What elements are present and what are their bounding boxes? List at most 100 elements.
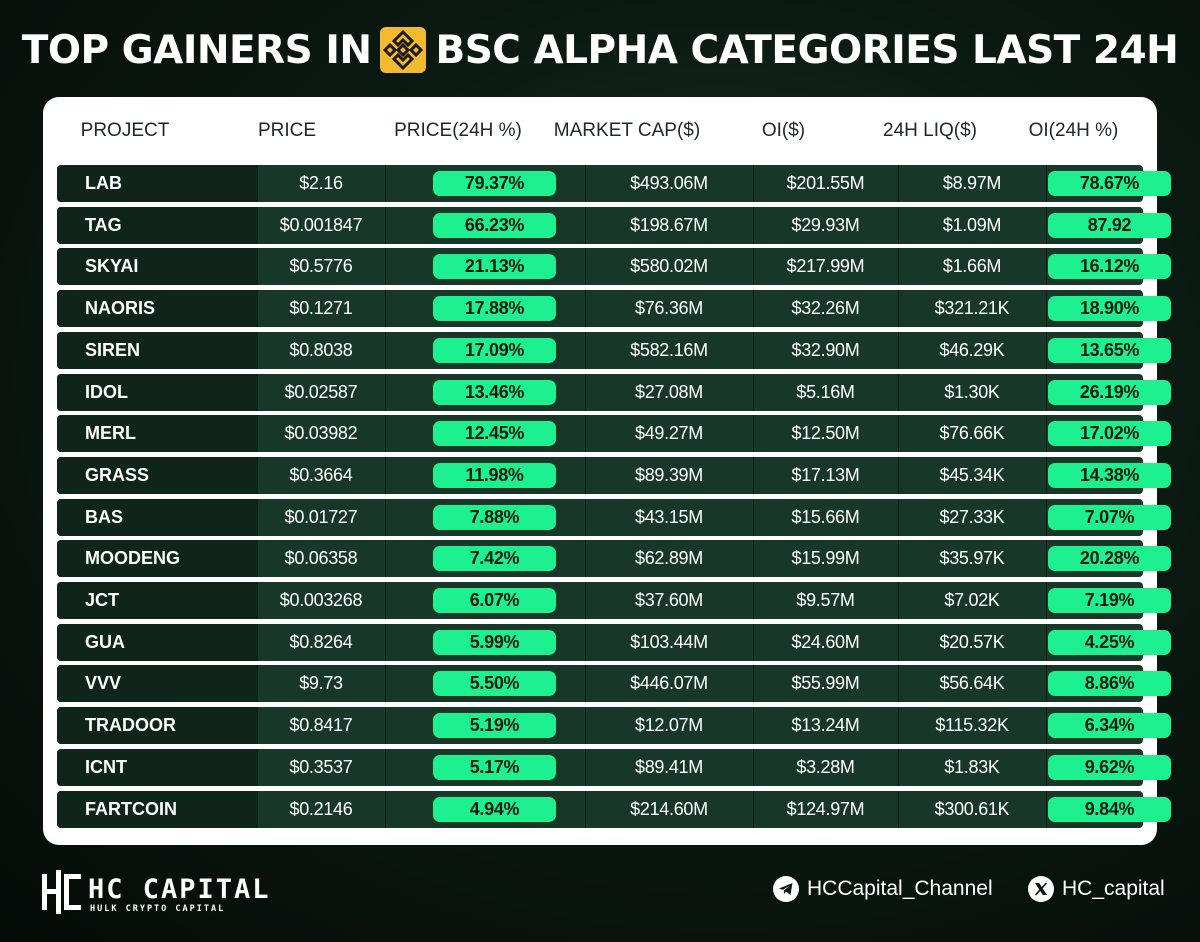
price-cell: $0.03982 <box>284 423 358 444</box>
oi-change-badge: 6.34% <box>1048 713 1171 739</box>
oi-change-badge: 14.38% <box>1048 462 1171 488</box>
price-cell: $0.8038 <box>289 339 353 360</box>
price-cell: $0.003268 <box>279 590 363 610</box>
column-divider <box>257 331 258 369</box>
column-divider <box>385 290 386 328</box>
oi-cell: $55.99M <box>791 673 860 694</box>
oi-change-badge: 18.90% <box>1048 296 1171 322</box>
column-divider <box>257 456 258 494</box>
column-divider <box>1046 206 1047 244</box>
price-change-badge: 6.07% <box>433 588 556 613</box>
price-cell: $0.001847 <box>279 214 363 235</box>
liq-cell: $1.66M <box>942 256 1002 277</box>
hc-capital-logo: HC CAPITAL HULK CRYPTO CAPITAL <box>42 870 269 918</box>
liq-cell: $45.34K <box>939 464 1005 485</box>
oi-cell: $29.93M <box>791 214 860 235</box>
column-divider <box>753 707 754 745</box>
page-title: TOP GAINERS IN BSC ALPHA CATEGORIES LAST… <box>0 22 1200 78</box>
column-divider <box>585 415 586 453</box>
column-divider <box>585 748 586 786</box>
table-row: JCT $0.003268 6.07% $37.60M $9.57M $7.02K 7.19… <box>57 582 1171 619</box>
table-row: ICNT $0.3537 5.17% $89.41M $3.28M $1.83K 9.62% <box>57 748 1171 786</box>
price-change-badge: 5.17% <box>433 754 556 780</box>
project-cell: VVV <box>57 665 257 703</box>
oi-cell: $15.99M <box>791 548 860 569</box>
header-oi: OI($) <box>761 120 806 141</box>
column-divider <box>898 582 899 619</box>
market-cap-cell: $103.44M <box>630 631 708 652</box>
table-row: TRADOOR $0.8417 5.19% $12.07M $13.24M $115.32… <box>57 707 1171 745</box>
column-divider <box>1046 582 1047 619</box>
project-cell: TRADOOR <box>57 707 257 745</box>
market-cap-cell: $27.08M <box>635 381 703 402</box>
price-change-badge: 12.45% <box>433 421 556 447</box>
market-cap-cell: $214.60M <box>630 798 708 819</box>
column-divider <box>257 665 258 703</box>
price-change-badge: 13.46% <box>433 379 556 405</box>
market-cap-cell: $89.39M <box>635 464 703 485</box>
column-divider <box>585 248 586 286</box>
column-divider <box>257 415 258 453</box>
oi-change-badge: 78.67% <box>1048 171 1171 196</box>
price-cell: $0.8417 <box>289 715 353 736</box>
column-divider <box>898 790 899 828</box>
column-divider <box>898 456 899 494</box>
project-cell: JCT <box>57 582 257 619</box>
liq-cell: $20.57K <box>939 631 1005 652</box>
oi-change-badge: 26.19% <box>1048 379 1171 405</box>
price-change-badge: 4.94% <box>433 796 556 822</box>
table-row: MOODENG $0.06358 7.42% $62.89M $15.99M $35.97… <box>57 540 1171 578</box>
column-divider <box>257 707 258 745</box>
price-cell: $0.2146 <box>289 798 353 819</box>
column-divider <box>257 748 258 786</box>
column-divider <box>1046 248 1047 286</box>
column-divider <box>898 707 899 745</box>
column-divider <box>385 331 386 369</box>
oi-cell: $32.26M <box>791 298 860 319</box>
column-divider <box>898 290 899 328</box>
table-row: BAS $0.01727 7.88% $43.15M $15.66M $27.33K 7.0… <box>57 498 1171 536</box>
price-cell: $0.02587 <box>284 381 358 402</box>
column-divider <box>898 623 899 661</box>
x-label: HC_capital <box>1062 877 1165 900</box>
column-divider <box>898 206 899 244</box>
column-divider <box>385 790 386 828</box>
project-cell: MERL <box>57 415 257 453</box>
market-cap-cell: $198.67M <box>630 214 708 235</box>
price-change-badge: 11.98% <box>433 462 556 488</box>
column-divider <box>753 206 754 244</box>
column-divider <box>385 748 386 786</box>
column-divider <box>385 165 386 202</box>
oi-cell: $17.13M <box>791 464 860 485</box>
column-divider <box>585 540 586 578</box>
price-cell: $0.8264 <box>289 631 353 652</box>
column-divider <box>753 290 754 328</box>
column-divider <box>585 331 586 369</box>
column-divider <box>753 373 754 411</box>
price-cell: $0.1271 <box>289 298 353 319</box>
oi-change-badge: 4.25% <box>1048 629 1171 655</box>
telegram-link[interactable]: HCCapital_Channel <box>773 874 993 904</box>
table-row: FARTCOIN $0.2146 4.94% $214.60M $124.97M $300… <box>57 790 1171 828</box>
price-change-badge: 21.13% <box>433 254 556 280</box>
price-change-badge: 5.19% <box>433 713 556 739</box>
column-divider <box>257 206 258 244</box>
price-cell: $0.3664 <box>289 464 353 485</box>
oi-change-badge: 7.19% <box>1048 588 1171 613</box>
header-liq-24h: 24H LIQ($) <box>883 120 977 141</box>
column-divider <box>1046 498 1047 536</box>
column-divider <box>585 582 586 619</box>
column-divider <box>753 498 754 536</box>
oi-cell: $201.55M <box>786 173 865 193</box>
liq-cell: $115.32K <box>935 715 1009 736</box>
price-change-badge: 7.42% <box>433 546 556 572</box>
column-divider <box>753 165 754 202</box>
column-divider <box>257 498 258 536</box>
column-divider <box>585 290 586 328</box>
x-link[interactable]: HC_capital <box>1028 874 1165 904</box>
price-change-badge: 79.37% <box>433 171 556 196</box>
oi-cell: $24.60M <box>791 631 860 652</box>
column-divider <box>257 248 258 286</box>
column-divider <box>257 790 258 828</box>
price-change-badge: 5.99% <box>433 629 556 655</box>
